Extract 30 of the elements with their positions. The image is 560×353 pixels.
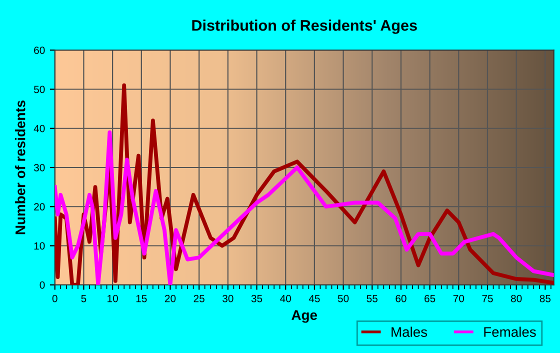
- y-tick-label: 60: [34, 46, 45, 54]
- x-tick-label: 85: [540, 294, 551, 302]
- x-tick-label: 10: [108, 294, 118, 302]
- y-tick-label: 30: [34, 164, 45, 172]
- x-axis-title: Age: [292, 310, 318, 323]
- y-tick-label: 10: [34, 242, 45, 250]
- y-tick-label: 20: [34, 203, 45, 210]
- x-tick-label: 20: [164, 294, 176, 302]
- x-tick-label: 0: [52, 294, 58, 302]
- legend-label: Males: [392, 326, 428, 337]
- x-tick-label: 45: [308, 294, 320, 302]
- y-axis-title: Number of residents: [15, 100, 26, 234]
- x-tick-label: 70: [453, 294, 464, 302]
- x-tick-label: 60: [396, 294, 406, 302]
- x-tick-label: 30: [222, 294, 234, 302]
- y-tick-label: 50: [34, 86, 45, 94]
- y-tick-label: 40: [34, 124, 45, 132]
- x-tick-label: 75: [482, 294, 493, 302]
- x-tick-label: 5: [81, 294, 86, 302]
- legend-label: Females: [484, 326, 536, 337]
- x-tick-label: 80: [511, 294, 522, 302]
- x-tick-label: 15: [136, 294, 147, 302]
- x-tick-label: 65: [424, 294, 436, 302]
- x-tick-label: 35: [251, 294, 262, 302]
- x-tick-label: 25: [194, 294, 204, 302]
- x-tick-label: 40: [280, 294, 291, 302]
- x-tick-label: 55: [366, 294, 378, 302]
- y-tick-label: 0: [40, 281, 45, 289]
- chart-title: Distribution of Residents' Ages: [192, 20, 417, 34]
- x-tick-label: 50: [338, 294, 349, 302]
